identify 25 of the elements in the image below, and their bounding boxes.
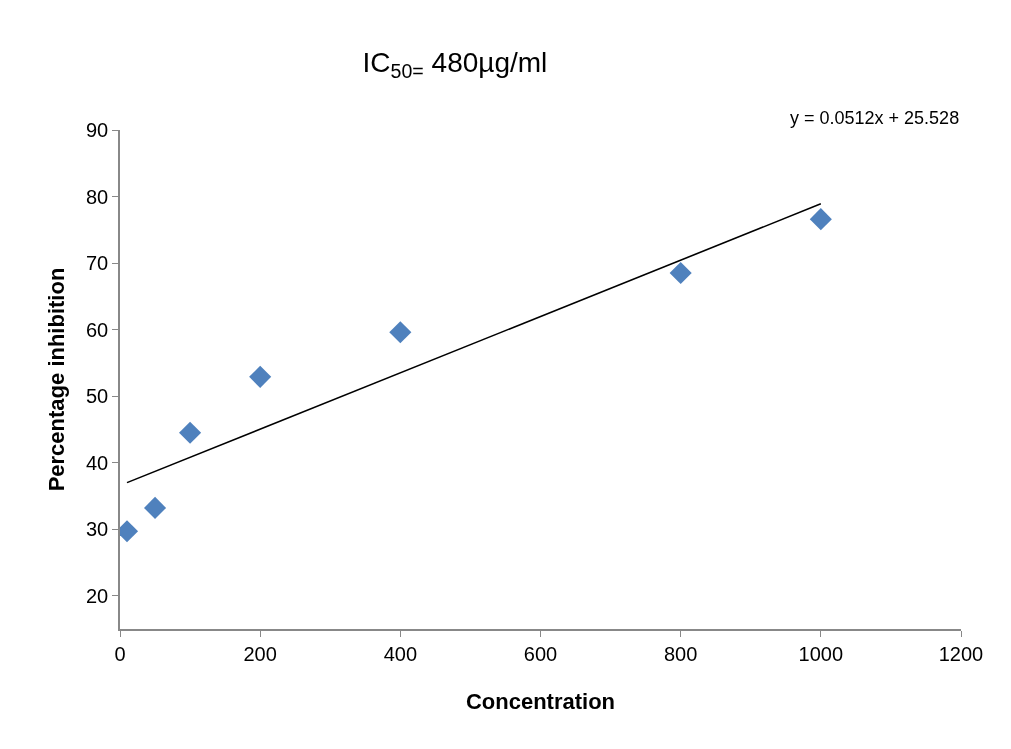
point [669, 262, 692, 285]
y-tick-label: 50 [86, 385, 109, 408]
y-tick-label: 80 [86, 185, 109, 208]
x-tick-label: 1200 [938, 642, 984, 665]
point [249, 365, 272, 388]
point [809, 208, 832, 231]
y-tick-label: 90 [86, 119, 109, 141]
x-tick-label: 400 [383, 642, 418, 665]
y-tick-label: 40 [86, 451, 109, 474]
x-tick-label: 1000 [798, 642, 844, 665]
chart-title: IC$_{50=}$ 480µg/ml [362, 47, 548, 82]
point [143, 496, 167, 519]
x-axis-title: Concentration [465, 689, 616, 715]
x-tick-label: 200 [243, 642, 277, 665]
y-axis-title: Percentage inhibition [44, 267, 70, 492]
x-tick-label: 600 [523, 642, 558, 665]
x-tick-label: 800 [663, 642, 698, 665]
x-tick-label: 0 [114, 642, 126, 665]
y-tick-label: 70 [86, 252, 109, 275]
y-tick-label: 20 [86, 584, 109, 607]
point [179, 421, 202, 444]
y-tick-label: 60 [86, 318, 109, 341]
y-tick-label: 30 [86, 518, 109, 541]
point [389, 321, 412, 344]
text: y = 0.0512x + 25.528 [790, 108, 960, 128]
